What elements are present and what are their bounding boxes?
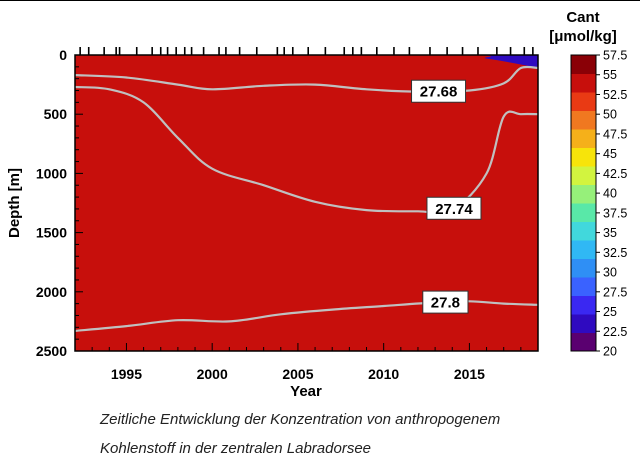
- colorbar-label-32.5: 32.5: [603, 246, 627, 260]
- colorbar-label-22.5: 22.5: [603, 325, 627, 339]
- colorbar-label-35: 35: [603, 226, 617, 240]
- colorbar-frame: [570, 54, 597, 352]
- colorbar-label-45: 45: [603, 147, 617, 161]
- y-tick-label-1500: 1500: [36, 225, 67, 241]
- cruise-ticks: [79, 47, 534, 55]
- x-tick-label-2015: 2015: [454, 366, 485, 382]
- colorbar-label-20: 20: [603, 345, 617, 359]
- colorbar-label-57.5: 57.5: [603, 49, 627, 63]
- colorbar-label-40: 40: [603, 187, 617, 201]
- isopycnal-label-box-0: [411, 79, 467, 103]
- x-tick-label-2000: 2000: [197, 366, 228, 382]
- figure-caption-line-1: Zeitliche Entwicklung der Konzentration …: [100, 411, 501, 428]
- isopycnal-27.68: [75, 65, 538, 93]
- y-tick-label-2500: 2500: [36, 343, 67, 359]
- band-55: [75, 55, 538, 351]
- colorbar-label-25: 25: [603, 305, 617, 319]
- colorbar-swatch-40: [571, 184, 596, 204]
- x-tick-label-2005: 2005: [282, 366, 313, 382]
- isopycnal-27.74: [75, 85, 538, 215]
- isopycnal-27.8: [75, 300, 538, 332]
- colorbar-swatch-52.5: [571, 92, 596, 111]
- colorbar-label-37.5: 37.5: [603, 206, 627, 220]
- isopycnal-labels: 27.68 27.74 27.8: [411, 79, 482, 314]
- colorbar-swatch-45: [571, 147, 596, 167]
- colorbar-swatch-57.5: [571, 55, 596, 74]
- y-axis-label: Depth [m]: [6, 168, 23, 238]
- x-axis: 1995 2000 2005 2010 2015: [74, 343, 539, 382]
- figure-caption-line-2: Kohlenstoff in der zentralen Labradorsee: [100, 440, 372, 457]
- y-axis: 0 500 1000 1500 2000 2500: [36, 47, 83, 359]
- colorbar-swatch-30: [571, 258, 596, 278]
- isopycnal-label-2: 27.8: [431, 295, 460, 312]
- colorbar-label-55: 55: [603, 68, 617, 82]
- colorbar-unit: [μmol/kg]: [549, 28, 617, 45]
- colorbar-swatch-32.5: [571, 240, 596, 259]
- colorbar: 57.5 55 52.5 50 47.5 45 42.5 40 37.5 35 32.5 30 27.5…: [570, 49, 627, 359]
- colorbar-swatch-50: [571, 110, 596, 130]
- isopycnal-label-box-1: [426, 196, 482, 220]
- y-tick-label-1000: 1000: [36, 165, 67, 181]
- isopycnal-label-1: 27.74: [435, 201, 473, 218]
- colorbar-label-47.5: 47.5: [603, 127, 627, 141]
- colorbar-label-52.5: 52.5: [603, 88, 627, 102]
- isopycnal-lines: [75, 65, 538, 332]
- y-tick-label-0: 0: [59, 47, 67, 63]
- colorbar-title: Cant: [566, 9, 599, 26]
- colorbar-swatch-27.5: [571, 277, 596, 296]
- colorbar-label-27.5: 27.5: [603, 285, 627, 299]
- colorbar-swatch-37.5: [571, 203, 596, 222]
- x-tick-label-1995: 1995: [111, 366, 142, 382]
- colorbar-swatch-20: [571, 332, 596, 352]
- plot-frame: [74, 54, 539, 352]
- colorbar-swatch-47.5: [571, 129, 596, 148]
- colorbar-swatch-22.5: [571, 314, 596, 333]
- top-border-line: [0, 0, 640, 1]
- y-tick-label-500: 500: [44, 106, 68, 122]
- colorbar-label-30: 30: [603, 266, 617, 280]
- isopycnal-label-0: 27.68: [420, 84, 458, 101]
- x-tick-label-2010: 2010: [368, 366, 399, 382]
- colorbar-swatch-35: [571, 221, 596, 241]
- colorbar-label-50: 50: [603, 108, 617, 122]
- colorbar-swatch-25: [571, 295, 596, 315]
- isopycnal-label-box-2: [422, 290, 469, 314]
- plot-area: [75, 55, 538, 351]
- colorbar-swatch-42.5: [571, 166, 596, 185]
- y-tick-label-2000: 2000: [36, 284, 67, 300]
- colorbar-label-42.5: 42.5: [603, 167, 627, 181]
- colorbar-swatch-55: [571, 73, 596, 93]
- x-axis-label: Year: [290, 383, 322, 400]
